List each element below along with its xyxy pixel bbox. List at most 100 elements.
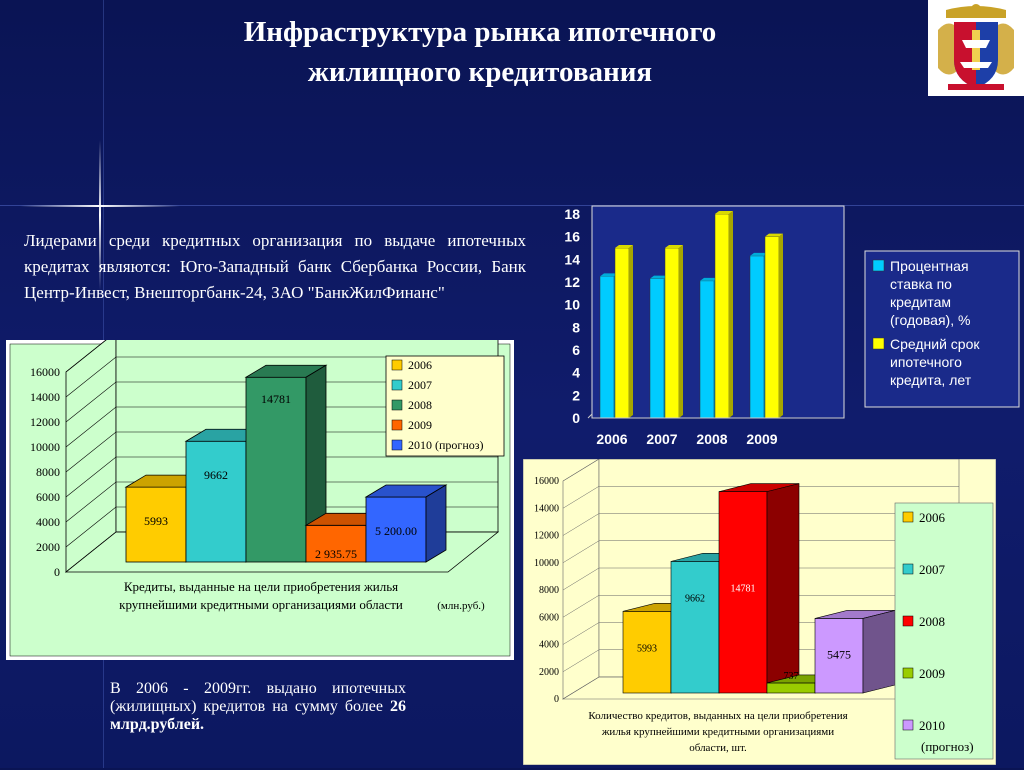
chart3-xlabel-line2: жилья крупнейшими кредитными организация… <box>601 726 834 738</box>
chart1-legend-label: 2006 <box>408 358 432 372</box>
chart1-gridline <box>65 356 498 398</box>
chart1-gridline <box>65 406 498 448</box>
chart3-data-label: 14781 <box>731 584 756 595</box>
sparkle-horizontal <box>20 205 180 207</box>
chart1-xlabel-line2: крупнейшими кредитными организациями обл… <box>119 597 403 612</box>
bottom-note-bold: 26 млрд.рублей. <box>110 698 406 733</box>
chart2-legend-label: кредита, лет <box>890 372 972 388</box>
bottom-note: В 2006 - 2009гг. выдано ипотечных (жилищ… <box>110 680 406 734</box>
chart1-ytick: 0 <box>54 565 60 579</box>
chart2-xtick: 2006 <box>596 431 627 447</box>
chart3-ytick: 4000 <box>539 640 559 651</box>
chart3-ytick: 8000 <box>539 585 559 596</box>
chart3-ytick: 0 <box>554 694 559 705</box>
chart2-legend-swatch <box>872 337 885 350</box>
chart1-ytick: 4000 <box>36 515 60 529</box>
chart3-ytick: 2000 <box>539 667 559 678</box>
chart3-data-label: 5475 <box>827 647 851 661</box>
chart1-xlabel-line1: Кредиты, выданные на цели приобретения ж… <box>124 579 398 594</box>
chart2-ytick: 12 <box>564 274 580 290</box>
chart1-data-label: 5 200.00 <box>375 524 417 538</box>
chart2-ytick: 0 <box>572 410 580 426</box>
chart3-legend-label: 2008 <box>919 614 945 629</box>
chart3-bar <box>718 483 800 694</box>
chart1-gridline <box>65 456 498 498</box>
chart2-legend-label: (годовая), % <box>890 312 970 328</box>
chart1-gridline <box>65 431 498 473</box>
chart1-ytick: 8000 <box>36 465 60 479</box>
chart3-legend-swatch <box>902 615 914 627</box>
chart3-legend-swatch <box>902 667 914 679</box>
chart1-gridline <box>65 481 498 523</box>
chart3-legend-label: (прогноз) <box>921 739 974 754</box>
background-horizontal-line <box>0 205 1024 206</box>
chart1-gridline <box>65 381 498 423</box>
chart1-legend-swatch <box>391 419 403 431</box>
chart-credits-amount: 0 2000 4000 6000 8000 10000 12000 14000 16000 59… <box>6 331 514 660</box>
chart1-legend-label: 2009 <box>408 418 432 432</box>
sparkle-vertical <box>99 140 101 290</box>
chart2-ytick: 2 <box>572 387 580 403</box>
chart3-legend-swatch <box>902 563 914 575</box>
chart2-bar <box>714 211 733 419</box>
chart3-legend-swatch <box>902 511 914 523</box>
chart-credits-count-svg: 0 2000 4000 6000 8000 10000 12000 14000 16000 59… <box>522 458 997 766</box>
chart1-ytick: 10000 <box>30 440 60 454</box>
chart2-bar <box>614 245 633 419</box>
chart3-data-label: 9662 <box>685 593 705 604</box>
chart3-gridline <box>562 458 959 482</box>
chart2-ytick: 16 <box>564 229 580 245</box>
chart3-xlabel-line3: области, шт. <box>689 742 747 754</box>
title-line-2: жилищного кредитования <box>307 56 653 88</box>
chart1-legend-swatch <box>391 379 403 391</box>
chart1-unit: (млн.руб.) <box>437 600 485 612</box>
chart3-gridline <box>562 540 959 563</box>
chart2-legend-label: Процентная <box>890 258 969 274</box>
chart2-ytick: 4 <box>572 365 580 381</box>
chart3-gridline <box>562 567 959 591</box>
chart3-legend-swatch <box>902 719 914 731</box>
chart1-data-label: 14781 <box>261 392 291 406</box>
title-line-1: Инфраструктура рынка ипотечного <box>243 16 717 48</box>
chart1-data-label: 5993 <box>144 514 168 528</box>
chart2-ytick: 14 <box>564 251 580 267</box>
chart1-legend-swatch <box>391 399 403 411</box>
chart-credits-amount-svg: 0 2000 4000 6000 8000 10000 12000 14000 16000 59… <box>6 331 514 660</box>
page-title: Инфраструктура рынка ипотечного жилищног… <box>160 12 800 92</box>
chart2-ytick: 10 <box>564 297 580 313</box>
bottom-note-text: В 2006 - 2009гг. выдано ипотечных (жилищ… <box>110 680 406 715</box>
chart2-bar <box>764 233 783 419</box>
chart2-legend-label: кредитам <box>890 294 951 310</box>
chart1-legend-swatch <box>391 439 403 451</box>
chart1-ytick: 16000 <box>30 365 60 379</box>
chart-rate-term: 0 2 4 6 8 10 12 14 16 18 2006 2007 2008 2009 Процентн… <box>560 196 1022 450</box>
chart3-ytick: 10000 <box>534 558 559 569</box>
chart1-bar <box>364 484 448 563</box>
chart1-legend-label: 2007 <box>408 378 432 392</box>
chart3-legend-label: 2010 <box>919 718 945 733</box>
chart3-xlabel-line1: Количество кредитов, выданных на цели пр… <box>588 710 847 722</box>
chart2-xtick: 2007 <box>646 431 677 447</box>
chart3-gridline <box>562 595 959 618</box>
chart3-ytick: 16000 <box>534 476 559 487</box>
chart3-legend-label: 2007 <box>919 562 946 577</box>
chart2-xtick: 2009 <box>746 431 777 447</box>
chart3-ytick: 14000 <box>534 503 559 514</box>
chart2-legend-label: ставка по <box>890 276 952 292</box>
chart2-bar <box>664 245 683 419</box>
chart2-legend-label: ипотечного <box>890 354 962 370</box>
chart1-legend-label: 2008 <box>408 398 432 412</box>
chart1-legend-label: 2010 (прогноз) <box>408 438 484 452</box>
lead-paragraph: Лидерами среди кредитных организация по … <box>24 231 526 302</box>
chart3-legend-label: 2006 <box>919 510 946 525</box>
chart1-legend-swatch <box>391 359 403 371</box>
chart3-bar <box>814 610 896 694</box>
chart1-bar <box>244 364 328 563</box>
chart1-ytick: 14000 <box>30 390 60 404</box>
chart-rate-term-svg: 0 2 4 6 8 10 12 14 16 18 2006 2007 2008 2009 Процентн… <box>564 205 1020 447</box>
chart2-legend-swatch <box>872 259 885 272</box>
chart2-ytick: 18 <box>564 206 580 222</box>
chart3-gridline <box>562 486 959 509</box>
chart1-ytick: 12000 <box>30 415 60 429</box>
coat-of-arms-emblem <box>928 0 1024 96</box>
